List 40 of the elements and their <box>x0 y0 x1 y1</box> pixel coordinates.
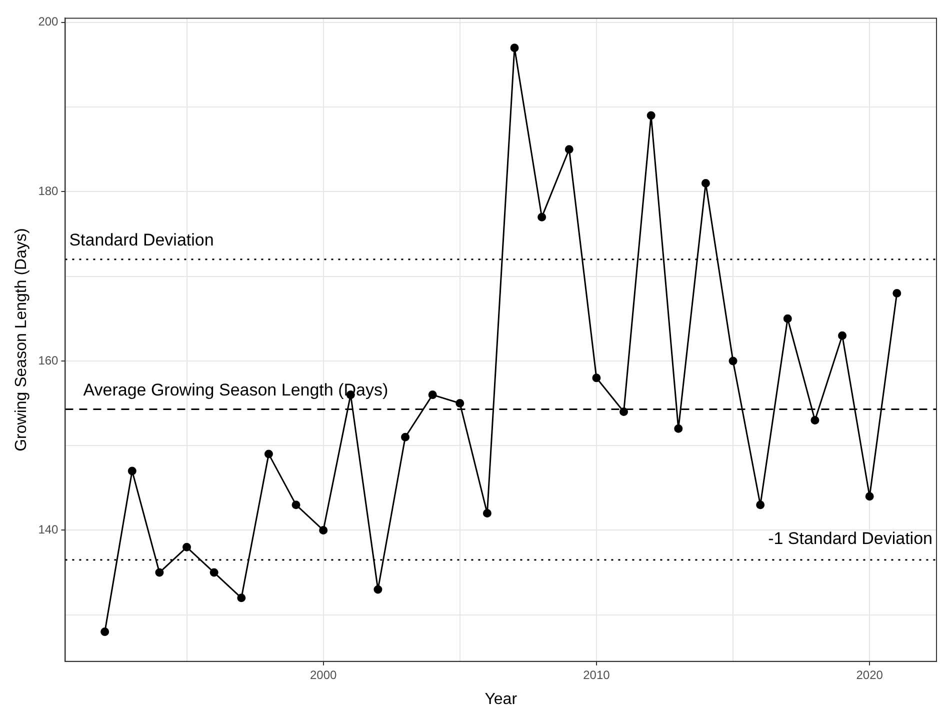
point <box>264 450 273 458</box>
point <box>728 356 738 366</box>
point <box>319 526 328 534</box>
y-tick-label: 160 <box>38 353 59 368</box>
y-tick-label: 180 <box>38 184 59 198</box>
x-tick-label: 2000 <box>310 668 337 682</box>
point <box>510 44 519 52</box>
point <box>592 374 601 382</box>
point <box>237 594 246 602</box>
point <box>456 399 464 408</box>
point <box>428 390 437 400</box>
point <box>701 178 710 188</box>
ref-line-label: Standard Deviation <box>69 230 214 250</box>
point <box>210 568 218 577</box>
point <box>783 314 792 323</box>
point <box>155 568 164 577</box>
point <box>838 331 847 340</box>
y-tick-label: 200 <box>38 14 59 29</box>
point <box>756 500 765 510</box>
point <box>865 492 874 501</box>
point <box>892 289 902 298</box>
point <box>182 542 192 552</box>
point <box>128 466 136 476</box>
point <box>538 212 546 222</box>
x-tick-label: 2010 <box>583 668 610 682</box>
point <box>401 432 410 442</box>
point <box>100 628 110 636</box>
point <box>620 407 628 416</box>
point <box>374 585 382 594</box>
x-tick-label: 2020 <box>856 668 884 682</box>
point <box>564 145 574 154</box>
y-tick-label: 140 <box>38 522 59 537</box>
point <box>646 111 656 120</box>
y-axis-title: Growing Season Length (Days) <box>13 228 30 452</box>
point <box>674 424 683 433</box>
ref-line-label: -1 Standard Deviation <box>768 529 932 548</box>
point <box>482 509 492 518</box>
point <box>292 500 300 510</box>
point <box>810 416 820 424</box>
x-axis-title: Year <box>484 690 518 708</box>
